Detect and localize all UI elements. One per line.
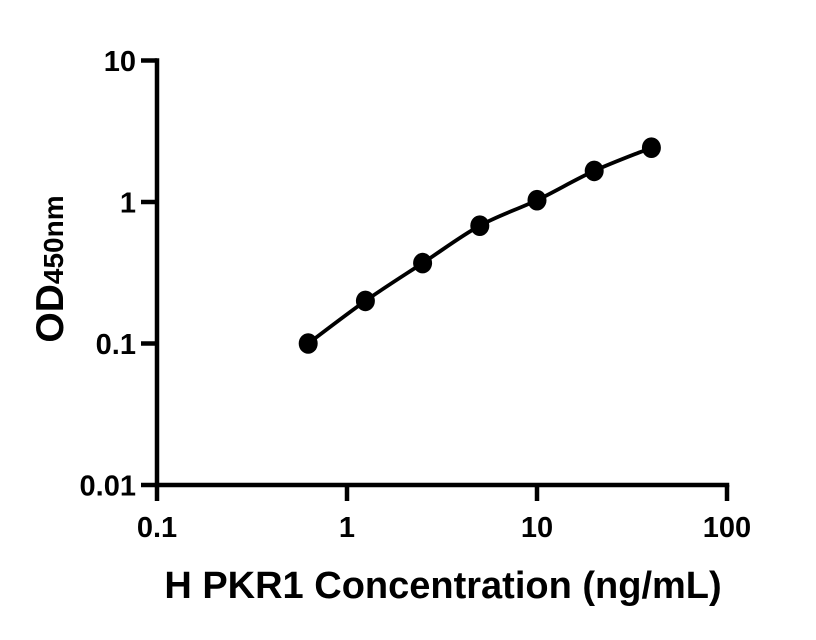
x-tick-label: 10 <box>521 512 553 544</box>
data-point-marker <box>413 252 433 274</box>
x-tick-label: 0.1 <box>137 512 177 544</box>
y-tick-label: 0.1 <box>96 329 136 361</box>
x-tick-label: 100 <box>703 512 751 544</box>
axes <box>141 58 730 501</box>
y-axis-title-subscript: 450nm <box>38 195 69 284</box>
data-point-marker <box>641 137 661 158</box>
x-axis-title: H PKR1 Concentration (ng/mL) <box>164 565 721 607</box>
x-tick-label: 1 <box>339 512 355 544</box>
data-point-marker <box>298 333 318 354</box>
y-tick-label: 1 <box>120 188 136 220</box>
data-point-marker <box>355 290 375 312</box>
data-point-marker <box>584 160 604 182</box>
y-axis-title-main: OD <box>29 284 72 343</box>
y-tick-label: 10 <box>104 46 136 78</box>
data-point-marker <box>470 215 490 236</box>
data-point-marker <box>527 189 547 211</box>
y-axis-title: OD450nm <box>29 195 72 342</box>
axis-spines <box>154 58 730 488</box>
y-tick-label: 0.01 <box>80 471 136 503</box>
standard-curve-series <box>298 137 661 354</box>
